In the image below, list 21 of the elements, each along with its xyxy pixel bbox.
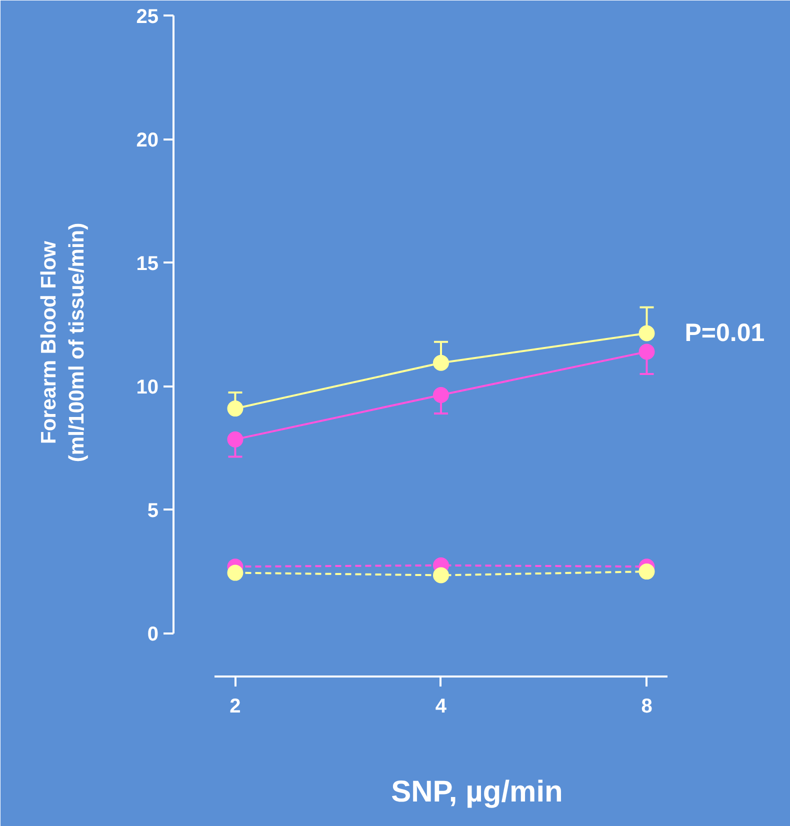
point xyxy=(432,567,449,584)
y-axis-title: Forearm Blood Flow (ml/100ml of tissue/min) xyxy=(38,222,88,462)
y-tick-label: 10 xyxy=(136,376,159,398)
x-tick-label: 8 xyxy=(641,696,652,718)
point xyxy=(638,564,655,580)
point xyxy=(432,354,449,371)
y-tick-label: 0 xyxy=(147,623,158,646)
y-tick-label: 15 xyxy=(136,252,159,275)
x-axis-title: SNP, µg/min xyxy=(391,776,563,808)
point xyxy=(227,564,244,581)
point xyxy=(432,386,449,403)
annotation: P=0.01 xyxy=(684,319,765,348)
y-tick-label: 20 xyxy=(136,129,159,152)
point xyxy=(638,344,655,360)
point xyxy=(227,431,244,448)
x-tick-label: 4 xyxy=(435,696,448,718)
point xyxy=(227,400,244,417)
y-tick-label: 25 xyxy=(136,6,159,28)
x-tick-label: 2 xyxy=(230,696,241,718)
y-tick-label: 5 xyxy=(147,500,158,522)
point xyxy=(638,325,655,342)
